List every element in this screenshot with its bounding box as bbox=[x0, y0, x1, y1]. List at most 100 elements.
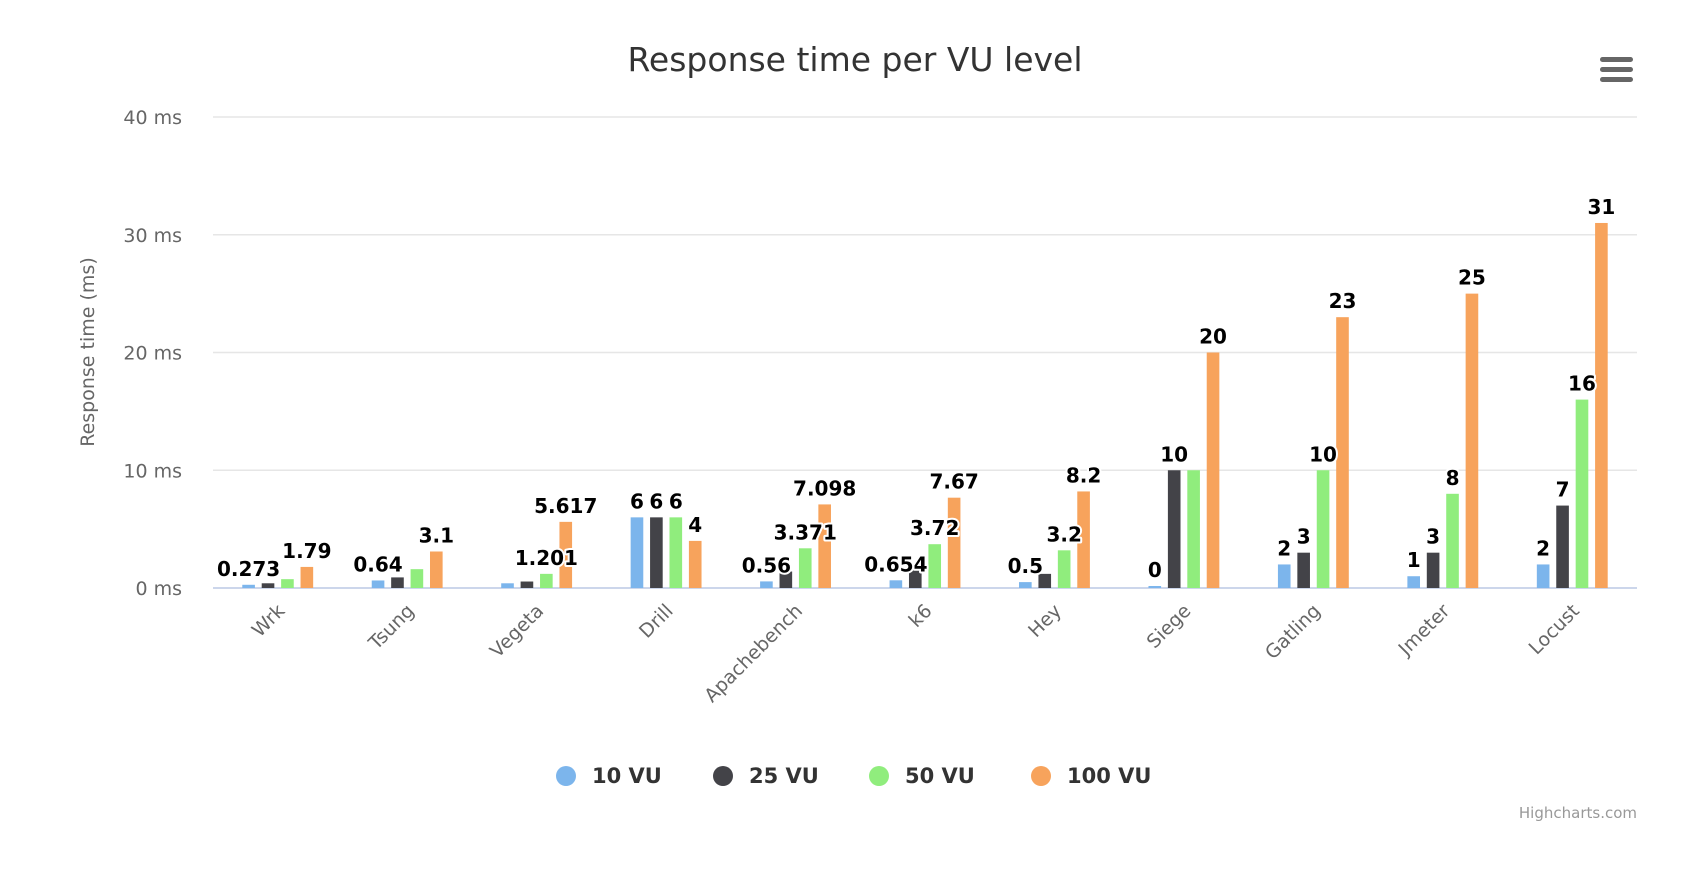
bar[interactable] bbox=[669, 517, 683, 588]
hamburger-menu-icon bbox=[1600, 57, 1633, 82]
data-label: 1 bbox=[1407, 548, 1421, 572]
legend-label: 25 VU bbox=[749, 764, 819, 788]
x-tick-label: k6 bbox=[905, 600, 937, 632]
bar[interactable] bbox=[540, 573, 553, 588]
data-label: 20 bbox=[1199, 325, 1227, 349]
legend-marker-icon bbox=[869, 766, 889, 786]
bar[interactable] bbox=[429, 551, 443, 588]
bar[interactable] bbox=[760, 581, 773, 588]
data-label: 5.617 bbox=[534, 494, 597, 518]
x-tick-label: Siege bbox=[1143, 600, 1196, 653]
data-label: 1.79 bbox=[282, 539, 331, 563]
bar[interactable] bbox=[1077, 491, 1090, 588]
legend-label: 100 VU bbox=[1067, 764, 1151, 788]
data-label: 3.371 bbox=[774, 520, 837, 544]
legend-item[interactable]: 100 VU bbox=[1031, 764, 1151, 788]
x-tick-label: Wrk bbox=[248, 600, 290, 642]
y-axis-title: Response time (ms) bbox=[77, 257, 99, 447]
bar[interactable] bbox=[1148, 586, 1162, 588]
data-label: 1.201 bbox=[515, 546, 578, 570]
data-label: 0.654 bbox=[864, 552, 927, 576]
bar[interactable] bbox=[1019, 582, 1032, 588]
credits-link[interactable]: Highcharts.com bbox=[1519, 804, 1637, 822]
y-tick-label: 10 ms bbox=[123, 460, 182, 482]
bar[interactable] bbox=[410, 569, 424, 588]
bar[interactable] bbox=[818, 504, 831, 588]
bar[interactable] bbox=[1206, 352, 1220, 589]
x-tick-label: Gatling bbox=[1261, 600, 1325, 664]
data-label: 6 bbox=[649, 489, 663, 513]
data-label: 7.67 bbox=[929, 470, 978, 494]
data-label: 23 bbox=[1329, 289, 1357, 313]
bar[interactable] bbox=[261, 583, 275, 588]
bar[interactable] bbox=[908, 567, 922, 588]
bar[interactable] bbox=[1446, 493, 1459, 588]
x-tick-label: Apachebench bbox=[700, 600, 807, 707]
bar[interactable] bbox=[1167, 470, 1181, 588]
data-label: 16 bbox=[1568, 372, 1596, 396]
bar[interactable] bbox=[1556, 505, 1569, 588]
legend-item[interactable]: 25 VU bbox=[713, 764, 819, 788]
legend-label: 50 VU bbox=[905, 764, 975, 788]
bar[interactable] bbox=[1057, 550, 1071, 588]
data-label: 0.273 bbox=[217, 557, 280, 581]
x-tick-label: Jmeter bbox=[1394, 600, 1455, 661]
bar[interactable] bbox=[1407, 576, 1421, 588]
data-label: 31 bbox=[1587, 195, 1615, 219]
data-label: 25 bbox=[1458, 266, 1486, 290]
data-label: 3.1 bbox=[419, 523, 454, 547]
legend-item[interactable]: 10 VU bbox=[556, 764, 662, 788]
data-label: 3 bbox=[1297, 525, 1311, 549]
data-label: 0.64 bbox=[353, 552, 402, 576]
bar[interactable] bbox=[928, 544, 942, 588]
bar[interactable] bbox=[1187, 470, 1200, 588]
bar[interactable] bbox=[242, 584, 255, 588]
bar[interactable] bbox=[1336, 317, 1349, 588]
bar[interactable] bbox=[889, 580, 903, 588]
bar[interactable] bbox=[391, 577, 404, 588]
x-tick-label: Tsung bbox=[364, 600, 419, 655]
bar[interactable] bbox=[798, 548, 812, 588]
bar[interactable] bbox=[1465, 293, 1479, 588]
bar[interactable] bbox=[501, 583, 514, 588]
data-label: 8 bbox=[1446, 466, 1460, 490]
data-label: 0 bbox=[1148, 558, 1162, 582]
y-tick-label: 0 ms bbox=[135, 578, 182, 600]
bar[interactable] bbox=[1426, 552, 1440, 588]
legend-marker-icon bbox=[556, 766, 576, 786]
bar[interactable] bbox=[371, 580, 385, 588]
x-tick-label: Locust bbox=[1525, 600, 1584, 659]
bar[interactable] bbox=[559, 521, 573, 588]
bar[interactable] bbox=[947, 497, 961, 588]
data-label: 3 bbox=[1426, 525, 1440, 549]
bar[interactable] bbox=[1277, 564, 1291, 588]
chart-title: Response time per VU level bbox=[627, 40, 1082, 79]
context-menu-button[interactable] bbox=[1598, 55, 1634, 85]
bar[interactable] bbox=[1038, 573, 1052, 588]
data-label: 0.5 bbox=[1008, 554, 1043, 578]
x-tick-label: Hey bbox=[1024, 600, 1066, 642]
bar[interactable] bbox=[300, 566, 314, 588]
bar[interactable] bbox=[520, 581, 534, 588]
bar[interactable] bbox=[1536, 564, 1550, 588]
bar[interactable] bbox=[1297, 552, 1310, 588]
legend-label: 10 VU bbox=[592, 764, 662, 788]
y-tick-label: 30 ms bbox=[123, 225, 182, 247]
legend-marker-icon bbox=[713, 766, 733, 786]
data-label: 3.2 bbox=[1046, 522, 1081, 546]
bar[interactable] bbox=[1316, 470, 1330, 588]
bar[interactable] bbox=[1575, 399, 1589, 588]
data-label: 6 bbox=[630, 489, 644, 513]
legend-item[interactable]: 50 VU bbox=[869, 764, 975, 788]
bar[interactable] bbox=[281, 579, 294, 588]
bar[interactable] bbox=[779, 571, 793, 588]
bar[interactable] bbox=[650, 517, 663, 588]
bar[interactable] bbox=[630, 517, 644, 588]
data-label: 7.098 bbox=[793, 476, 856, 500]
bar[interactable] bbox=[688, 540, 702, 588]
data-label: 3.72 bbox=[910, 516, 959, 540]
data-label: 7 bbox=[1556, 478, 1570, 502]
bar[interactable] bbox=[1595, 222, 1608, 588]
data-label: 10 bbox=[1309, 442, 1337, 466]
